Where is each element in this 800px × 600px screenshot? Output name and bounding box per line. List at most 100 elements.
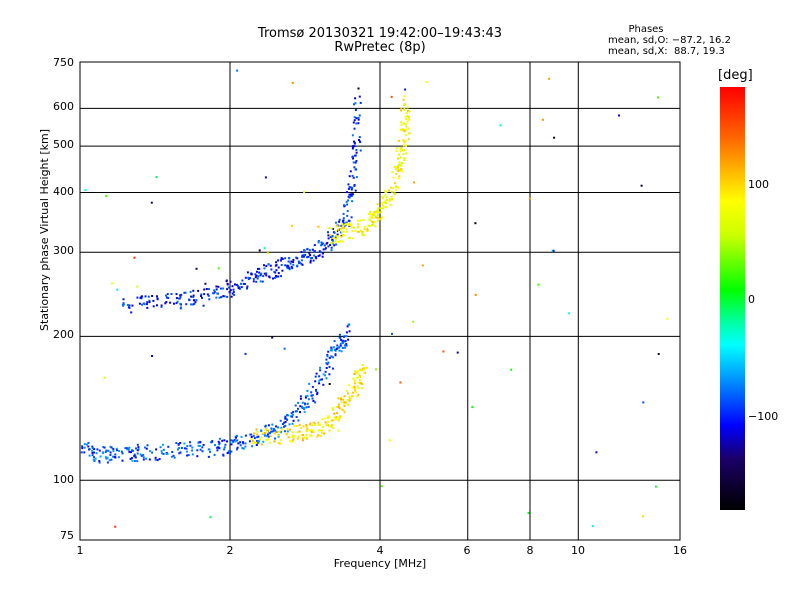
echo-point-x	[330, 419, 333, 422]
echo-point-o	[83, 446, 86, 449]
y-tick-label: 600	[53, 100, 74, 113]
noise-point	[244, 352, 247, 355]
echo-point-o	[192, 303, 195, 306]
echo-point-x	[328, 429, 331, 432]
echo-point-x	[298, 430, 301, 433]
echo-point-o	[201, 296, 203, 299]
echo-point-x	[390, 197, 393, 200]
echo-point-o	[270, 268, 273, 271]
echo-point-x	[343, 411, 346, 414]
echo-point-x	[277, 434, 280, 437]
echo-point-o	[261, 280, 264, 283]
echo-point-o	[226, 452, 229, 455]
echo-point-x	[291, 434, 294, 437]
echo-point-o	[264, 425, 267, 428]
noise-point	[133, 256, 136, 259]
echo-point-o	[156, 304, 158, 307]
echo-point-x	[397, 139, 400, 142]
echo-point-x	[400, 123, 403, 126]
echo-point-x	[339, 240, 342, 243]
echo-point-o	[348, 330, 351, 333]
echo-point-o	[284, 264, 287, 267]
echo-point-o	[231, 285, 234, 288]
echo-point-o	[268, 432, 271, 435]
echo-point-x	[360, 369, 363, 372]
echo-point-x	[291, 439, 294, 442]
echo-point-x	[405, 112, 408, 115]
echo-point-o	[81, 445, 84, 448]
echo-point-o	[241, 279, 244, 282]
noise-point	[116, 288, 119, 291]
echo-point-o	[265, 274, 268, 277]
echo-point-x	[321, 431, 324, 434]
echo-point-o	[353, 127, 356, 130]
echo-point-o	[136, 460, 139, 463]
echo-point-o	[235, 434, 238, 437]
echo-point-o	[358, 140, 361, 143]
echo-point-o	[227, 450, 230, 453]
echo-point-o	[222, 287, 225, 290]
echo-point-x	[400, 107, 403, 110]
echo-point-o	[140, 454, 143, 457]
echo-point-x	[361, 383, 364, 386]
echo-point-x	[339, 416, 341, 419]
echo-point-x	[352, 226, 355, 229]
echo-point-o	[334, 354, 337, 357]
noise-point	[303, 191, 306, 194]
echo-point-o	[156, 295, 158, 298]
echo-point-x	[379, 217, 382, 220]
echo-point-o	[346, 191, 348, 194]
echo-point-o	[281, 269, 284, 272]
echo-point-o	[286, 414, 289, 417]
echo-point-o	[200, 295, 202, 297]
echo-point-x	[348, 399, 351, 402]
echo-point-o	[184, 291, 187, 294]
echo-point-x	[344, 223, 347, 226]
echo-point-o	[131, 459, 134, 462]
echo-point-x	[342, 409, 345, 412]
noise-point	[591, 525, 594, 528]
x-axis-title: Frequency [MHz]	[333, 557, 427, 570]
noise-point	[412, 320, 415, 323]
echo-point-x	[371, 214, 373, 217]
echo-point-o	[349, 186, 352, 189]
echo-point-x	[399, 150, 402, 153]
echo-point-o	[189, 290, 192, 293]
echo-point-o	[136, 452, 139, 455]
echo-point-o	[288, 257, 291, 260]
echo-point-x	[351, 230, 354, 233]
echo-point-o	[239, 441, 242, 444]
echo-point-o	[342, 222, 345, 225]
echo-point-x	[397, 168, 400, 171]
echo-point-o	[297, 401, 300, 404]
echo-point-o	[267, 435, 270, 438]
echo-point-o	[91, 447, 94, 449]
echo-point-o	[258, 267, 261, 270]
echo-point-o	[235, 436, 237, 439]
echo-point-x	[384, 194, 387, 197]
echo-point-x	[292, 437, 295, 440]
echo-point-o	[197, 441, 200, 444]
echo-point-x	[337, 228, 340, 231]
echo-point-o	[218, 296, 221, 299]
echo-point-o	[321, 252, 324, 255]
echo-point-o	[263, 272, 266, 275]
echo-point-o	[244, 276, 247, 279]
echo-point-o	[141, 303, 143, 306]
echo-point-o	[336, 233, 339, 236]
echo-point-o	[280, 426, 283, 429]
echo-point-o	[233, 293, 236, 296]
echo-point-o	[283, 421, 286, 424]
echo-point-o	[173, 302, 175, 305]
echo-point-x	[265, 428, 268, 431]
echo-point-o	[314, 256, 317, 258]
echo-point-o	[210, 441, 213, 444]
echo-point-o	[281, 258, 284, 260]
echo-point-x	[378, 218, 381, 221]
echo-point-o	[325, 367, 328, 369]
echo-point-o	[223, 439, 226, 442]
echo-point-o	[347, 183, 350, 186]
echo-point-o	[337, 346, 340, 349]
echo-point-x	[273, 432, 276, 435]
echo-point-o	[345, 344, 348, 347]
